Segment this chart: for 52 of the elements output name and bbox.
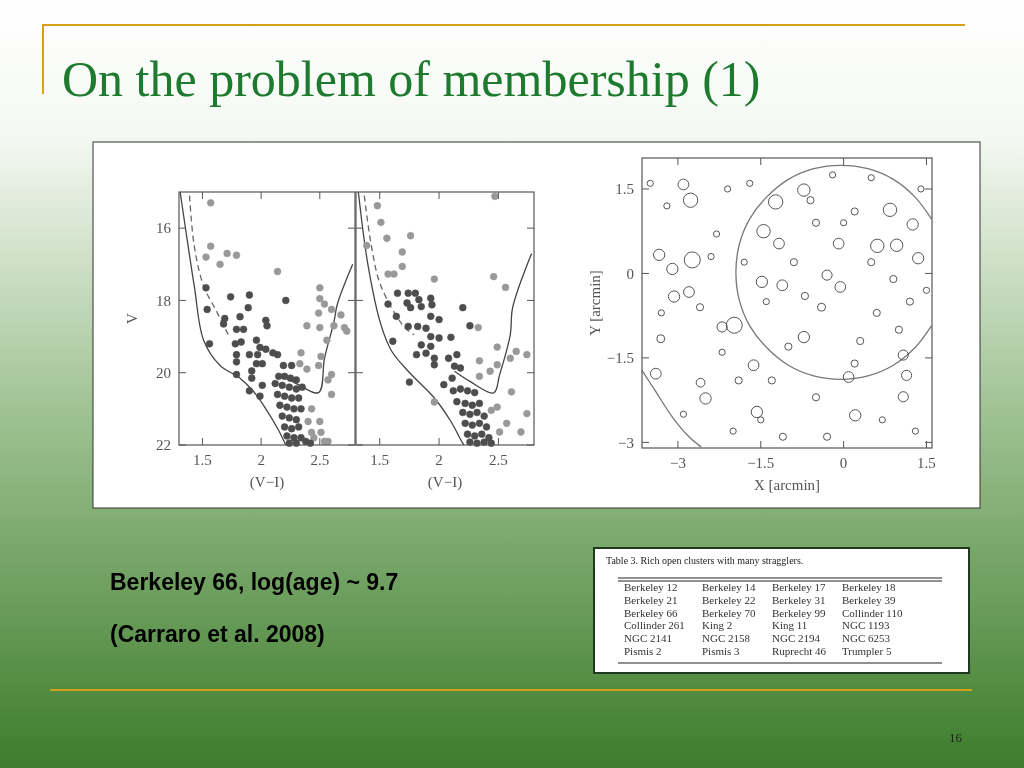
y-tick-label: 20 [156, 364, 171, 381]
text: Berkeley 39 [842, 593, 896, 606]
text: Berkeley 17 [772, 581, 826, 593]
x-tick-label: 1.5 [370, 452, 390, 468]
text: Berkeley 99 [772, 606, 826, 619]
text: Berkeley 70 [702, 606, 756, 619]
text: NGC 6253 [842, 632, 891, 645]
text: NGC 1193 [842, 619, 891, 632]
x-tick-label: 2.5 [310, 452, 330, 468]
y-tick-label: 1.5 [615, 181, 634, 198]
text: NGC 2141 [624, 632, 672, 645]
text: Berkeley 66, log(age) ~ 9.7 [110, 569, 399, 595]
text: Pismis 2 [624, 645, 662, 657]
text: Berkeley 18 [842, 581, 896, 593]
y-axis-title: V [124, 312, 140, 324]
x-tick-label: −3 [669, 455, 686, 471]
text: NGC 2158 [702, 632, 751, 645]
y-tick-label: 18 [156, 292, 171, 309]
text: Berkeley 22 [702, 593, 756, 606]
text: King 11 [772, 619, 808, 632]
y-tick-label: 16 [156, 220, 172, 237]
text: Trumpler 5 [842, 645, 892, 657]
x-tick-label: 2.5 [489, 452, 508, 468]
text: (Carraro et al. 2008) [110, 621, 325, 647]
text: Collinder 110 [842, 606, 903, 619]
text: Berkeley 31 [772, 593, 826, 606]
x-tick-label: 2 [257, 452, 265, 468]
y-tick-label: −1.5 [606, 350, 634, 367]
text: 16 [949, 730, 963, 745]
text: Pismis 3 [702, 645, 741, 657]
x-tick-label: 2 [435, 452, 443, 468]
y-tick-label: 0 [626, 265, 634, 282]
x-tick-label: 1.5 [193, 452, 212, 468]
text: NGC 2194 [772, 632, 821, 645]
x-tick-label: −1.5 [747, 455, 775, 471]
text: Berkeley 12 [624, 581, 678, 593]
x-tick-label: 1.5 [917, 455, 936, 471]
text: Berkeley 66 [624, 606, 678, 619]
text: Berkeley 21 [624, 593, 678, 606]
chart-title: On the problem of membership (1) [62, 51, 761, 107]
y-axis-title: Y [arcmin] [587, 270, 603, 336]
y-tick-label: −3 [618, 434, 634, 451]
y-tick-label: 22 [156, 437, 171, 454]
text: Ruprecht 46 [772, 645, 827, 657]
text: King 2 [702, 619, 733, 632]
x-axis-title: (V−I) [249, 474, 285, 491]
x-axis-title: X [arcmin] [753, 477, 821, 493]
x-axis-title: (V−I) [427, 474, 463, 491]
x-tick-label: 0 [839, 455, 848, 471]
text: Table 3. Rich open clusters with many stragglers. [606, 555, 804, 566]
text: Berkeley 14 [702, 581, 756, 593]
text: Collinder 261 [624, 619, 685, 632]
